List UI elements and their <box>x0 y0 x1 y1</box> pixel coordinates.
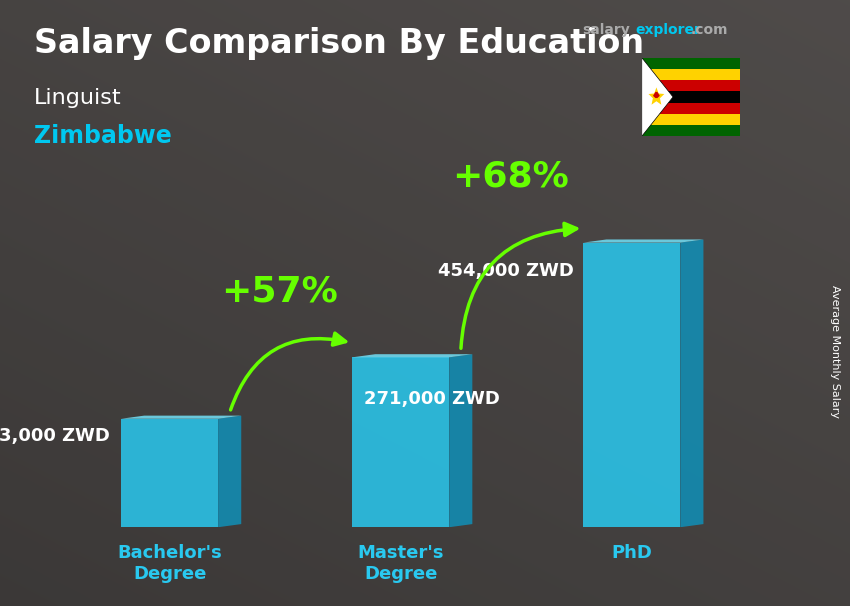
Polygon shape <box>218 416 241 527</box>
Text: Salary Comparison By Education: Salary Comparison By Education <box>34 27 644 60</box>
Bar <box>121 419 218 527</box>
Text: 173,000 ZWD: 173,000 ZWD <box>0 427 110 445</box>
Bar <box>642 114 740 125</box>
Bar <box>642 69 740 80</box>
Text: +68%: +68% <box>452 160 569 194</box>
Text: .com: .com <box>691 23 728 37</box>
Text: 454,000 ZWD: 454,000 ZWD <box>438 262 574 279</box>
Bar <box>642 80 740 92</box>
Polygon shape <box>680 239 704 527</box>
Bar <box>352 358 449 527</box>
Text: 271,000 ZWD: 271,000 ZWD <box>364 390 500 408</box>
Polygon shape <box>653 92 660 98</box>
Bar <box>583 242 680 527</box>
Bar <box>642 92 740 102</box>
Polygon shape <box>449 354 473 527</box>
Text: salary: salary <box>582 23 630 37</box>
Text: Linguist: Linguist <box>34 88 122 108</box>
Polygon shape <box>352 354 473 358</box>
Polygon shape <box>121 416 241 419</box>
Bar <box>642 58 740 69</box>
Polygon shape <box>583 239 704 242</box>
Bar <box>642 102 740 114</box>
Text: +57%: +57% <box>221 275 337 308</box>
Polygon shape <box>649 87 665 105</box>
Text: Average Monthly Salary: Average Monthly Salary <box>830 285 840 418</box>
Bar <box>642 125 740 136</box>
Polygon shape <box>642 58 673 136</box>
Text: Zimbabwe: Zimbabwe <box>34 124 172 148</box>
Text: explorer: explorer <box>635 23 700 37</box>
